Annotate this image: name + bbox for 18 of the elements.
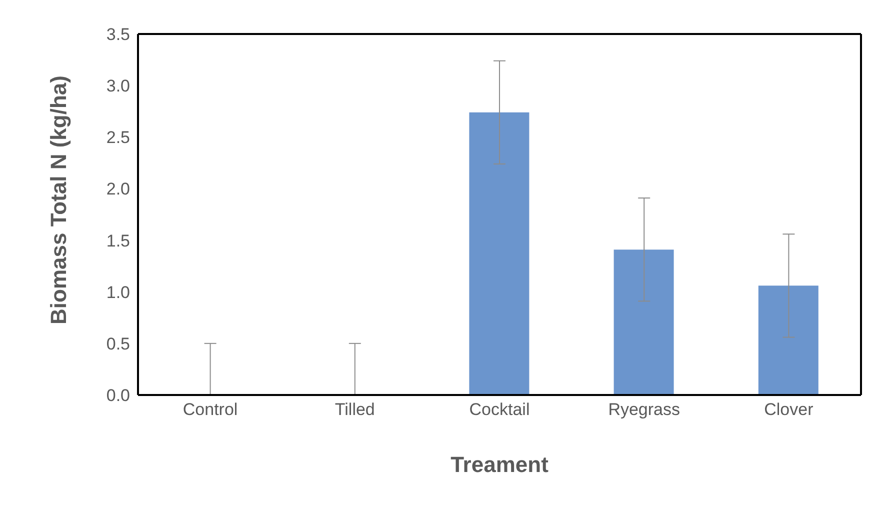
bar: [614, 250, 674, 395]
y-tick-label: 1.5: [106, 231, 130, 250]
x-tick-label: Control: [182, 400, 238, 420]
y-tick-label: 0.0: [106, 386, 130, 406]
y-tick-label: 1.0: [106, 282, 130, 302]
y-tick-label: 2.0: [106, 180, 130, 199]
y-tick-label: 2.5: [106, 128, 130, 148]
x-tick-label: Ryegrass: [608, 400, 680, 420]
bar: [758, 286, 818, 395]
x-tick-label: Tilled: [334, 400, 375, 420]
y-tick-label: 3.5: [106, 25, 130, 44]
y-axis-title: Biomass Total N (kg/ha): [46, 76, 71, 324]
y-tick-label: 0.5: [106, 334, 130, 354]
x-axis-title: Treament: [450, 452, 550, 477]
x-tick-label: Clover: [764, 400, 814, 420]
y-tick-label: 3.0: [106, 76, 130, 96]
bar: [469, 112, 530, 395]
x-tick-label: Cocktail: [469, 400, 530, 420]
